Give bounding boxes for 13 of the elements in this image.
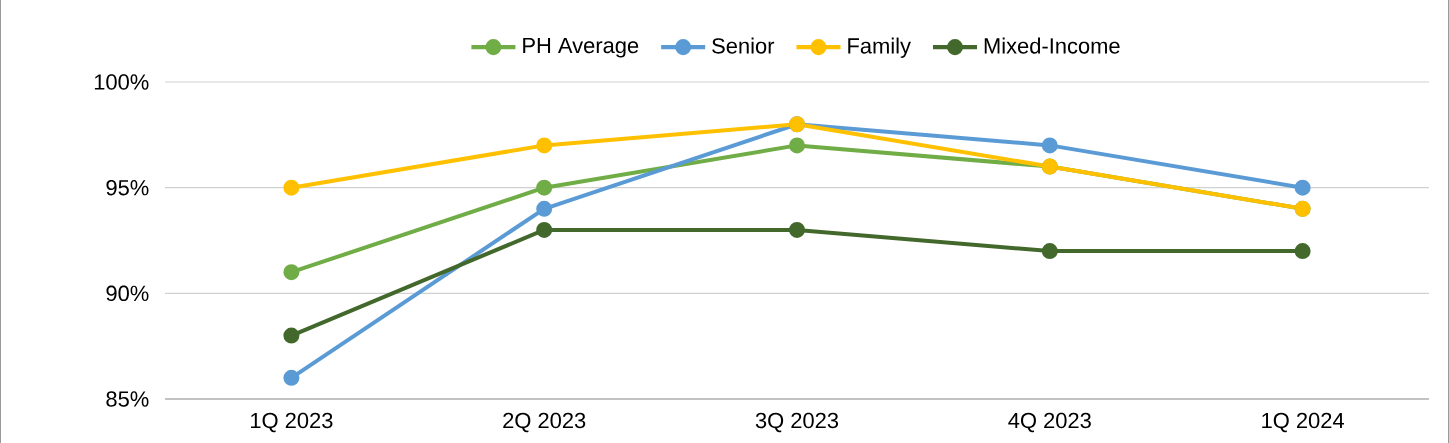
x-tick-label: 4Q 2023 bbox=[1008, 412, 1091, 433]
x-tick-label: 3Q 2023 bbox=[755, 412, 839, 433]
x-tick-label: 1Q 2024 bbox=[1262, 412, 1344, 433]
y-tick-label: 95% bbox=[106, 179, 149, 196]
legend-label: PH Average bbox=[523, 37, 639, 58]
x-tick-label: 1Q 2023 bbox=[251, 412, 333, 433]
legend-label: Mixed-Income bbox=[984, 37, 1120, 54]
x-tick-label: 2Q 2023 bbox=[503, 412, 586, 433]
y-tick-label: 85% bbox=[106, 391, 149, 407]
legend-label: Family bbox=[848, 37, 911, 58]
y-tick-label: 100% bbox=[94, 74, 149, 90]
y-tick-label: 90% bbox=[106, 285, 149, 302]
legend-label: Senior bbox=[712, 37, 775, 54]
